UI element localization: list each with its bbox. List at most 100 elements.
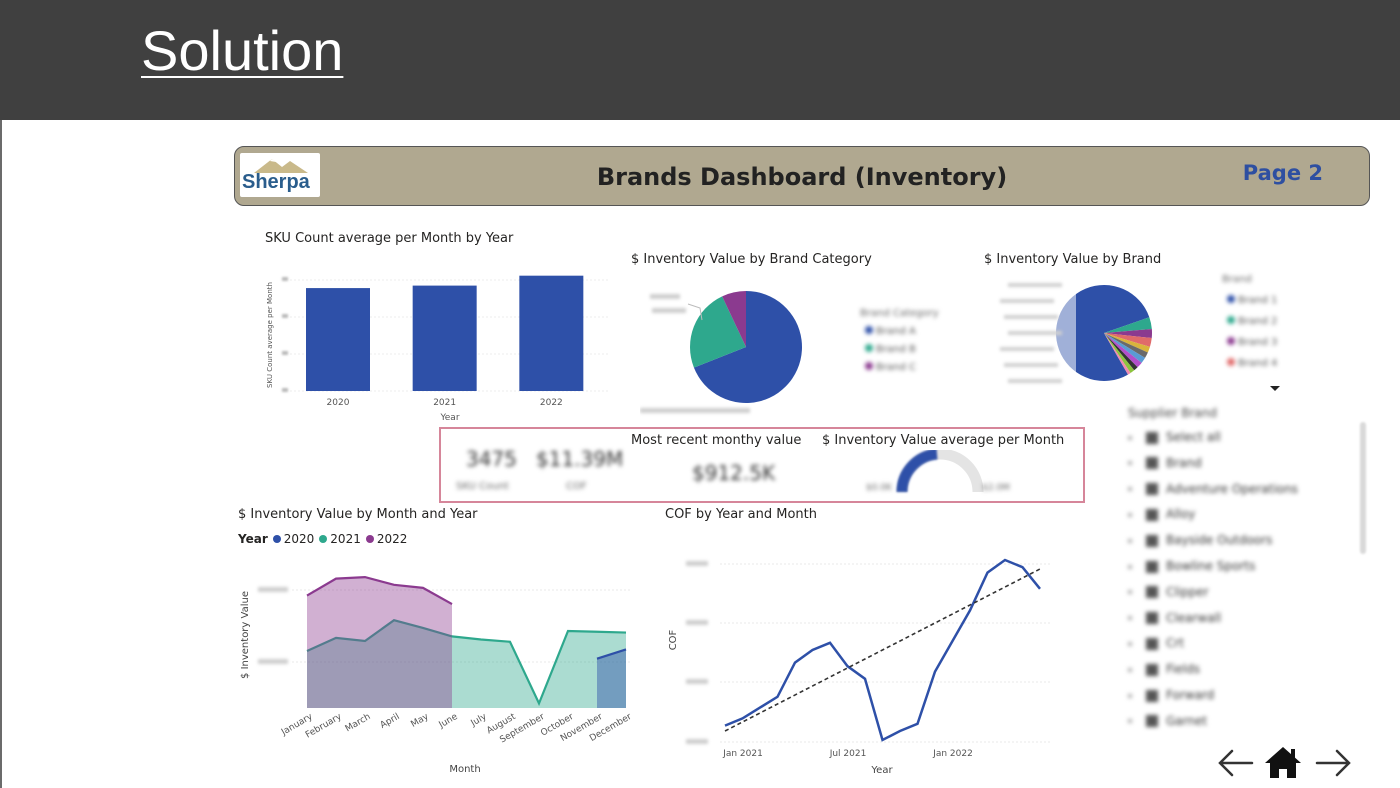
category-legend-title: Brand Category [860, 308, 939, 319]
leader-line [687, 303, 703, 321]
category-pie-chart[interactable] [640, 280, 980, 420]
x-tick-label: 2020 [327, 398, 350, 408]
sku-bar-chart[interactable]: SKU Count average per Month Year 2020 202… [260, 255, 620, 425]
y-tick-label [258, 587, 288, 592]
area-y-label: $ Inventory Value [240, 591, 251, 679]
legend-label: 2021 [330, 532, 361, 546]
expand-dot [1128, 667, 1132, 672]
slicer-item[interactable]: Fields [1128, 662, 1200, 676]
series-line-2021 [306, 619, 627, 707]
home-icon[interactable] [1263, 742, 1303, 784]
data-label [652, 308, 686, 313]
y-tick-label [282, 351, 288, 355]
data-label [640, 408, 750, 413]
checkbox[interactable] [1146, 560, 1158, 573]
checkbox[interactable] [1146, 715, 1158, 728]
slicer-item[interactable]: Crt [1128, 636, 1184, 650]
legend-item: Brand 1 [1222, 295, 1277, 306]
category-pie-title: $ Inventory Value by Brand Category [631, 252, 872, 267]
data-label [1008, 379, 1062, 383]
x-tick-label: Jan 2021 [722, 749, 763, 759]
checkbox[interactable] [1146, 612, 1158, 625]
cof-line-chart[interactable]: COF Year Jan 2021 Jul 2021 Jan 2022 [660, 540, 1060, 780]
checkbox[interactable] [1146, 637, 1158, 650]
expand-dot [1128, 719, 1132, 724]
slicer-item[interactable]: Adventure Operations [1128, 482, 1298, 496]
data-label [650, 294, 680, 299]
arrow-right-icon[interactable] [1313, 742, 1353, 784]
slide-title-bar [0, 0, 1400, 120]
legend-item: Brand B [860, 344, 939, 355]
expand-dot [1128, 590, 1132, 595]
slicer-item[interactable]: Clearwall [1128, 611, 1221, 625]
slicer-item[interactable]: Brand [1128, 456, 1202, 470]
area-fill-2020 [597, 649, 626, 708]
chevron-down-icon[interactable] [1270, 386, 1280, 391]
slicer-item[interactable]: Forward [1128, 688, 1214, 702]
x-tick-label: Jan 2022 [932, 749, 973, 759]
recent-value: $912.5K [692, 461, 776, 485]
slicer-item-label: Select all [1166, 430, 1221, 444]
sku-x-label: Year [439, 413, 459, 423]
checkbox[interactable] [1146, 689, 1158, 702]
y-tick-label [686, 739, 708, 744]
slicer-item[interactable]: Alloy [1128, 507, 1195, 521]
area-fill-2022 [307, 577, 452, 708]
expand-dot [1128, 616, 1132, 621]
arrow-left-icon[interactable] [1216, 742, 1256, 784]
slicer-item-label: Fields [1166, 662, 1200, 677]
y-tick-label [282, 314, 288, 318]
slicer-item[interactable]: Garnet [1128, 714, 1207, 728]
slide-title[interactable]: Solution [141, 19, 344, 82]
dashboard-title: Brands Dashboard (Inventory) [596, 163, 1008, 191]
mountain-icon [254, 159, 308, 173]
legend-dot [319, 535, 328, 543]
checkbox[interactable] [1146, 457, 1158, 470]
slicer-item-label: Alloy [1166, 507, 1196, 522]
slicer-item[interactable]: Clipper [1128, 585, 1209, 599]
expand-dot [1128, 435, 1132, 440]
expand-dot [1128, 641, 1132, 646]
slicer-item-label: Bayside Outdoors [1166, 533, 1273, 548]
checkbox[interactable] [1146, 534, 1158, 547]
gauge-min: $0.0K [866, 483, 892, 493]
checkbox[interactable] [1146, 663, 1158, 676]
y-tick-label [282, 277, 288, 281]
data-label [1000, 299, 1054, 303]
expand-dot [1128, 564, 1132, 569]
slicer-item[interactable]: Bayside Outdoors [1128, 533, 1272, 547]
checkbox[interactable] [1146, 483, 1158, 496]
gauge-chart[interactable] [880, 450, 1000, 495]
area-chart-legend: Year 2020 2021 2022 [238, 532, 407, 546]
slide-edge [0, 120, 2, 788]
legend-label: 2022 [376, 532, 408, 546]
slicer-item[interactable]: Bowline Sports [1128, 559, 1255, 573]
legend-item: Brand C [860, 362, 939, 373]
pie-slice [1104, 333, 1148, 358]
bar [306, 288, 370, 391]
slicer-item-label: Brand [1166, 455, 1202, 470]
pie-slice [1104, 333, 1150, 353]
x-tick-label: March [344, 712, 373, 734]
checkbox[interactable] [1146, 431, 1158, 444]
brand-pie-chart[interactable] [990, 275, 1210, 395]
cof-x-label: Year [870, 765, 893, 776]
checkbox[interactable] [1146, 508, 1158, 521]
pie-slice [1104, 333, 1152, 347]
area-chart-title: $ Inventory Value by Month and Year [238, 507, 478, 522]
slicer-item[interactable]: Select all [1128, 430, 1221, 444]
slicer-item-label: Garnet [1166, 713, 1208, 728]
area-legend-label: Year [238, 532, 268, 546]
recent-value-title: Most recent monthy value [631, 433, 802, 448]
slicer-scrollbar[interactable] [1360, 422, 1366, 554]
slicer-item-label: Clipper [1166, 584, 1209, 599]
brand-legend-title: Brand [1222, 274, 1252, 285]
pie-slice [1104, 333, 1142, 368]
trend-line [724, 568, 1041, 732]
brand-pie-title: $ Inventory Value by Brand [984, 252, 1162, 267]
legend-item: Brand 4 [1222, 358, 1277, 369]
checkbox[interactable] [1146, 586, 1158, 599]
slicer-item-label: Crt [1166, 636, 1185, 651]
legend-dot [272, 535, 281, 543]
